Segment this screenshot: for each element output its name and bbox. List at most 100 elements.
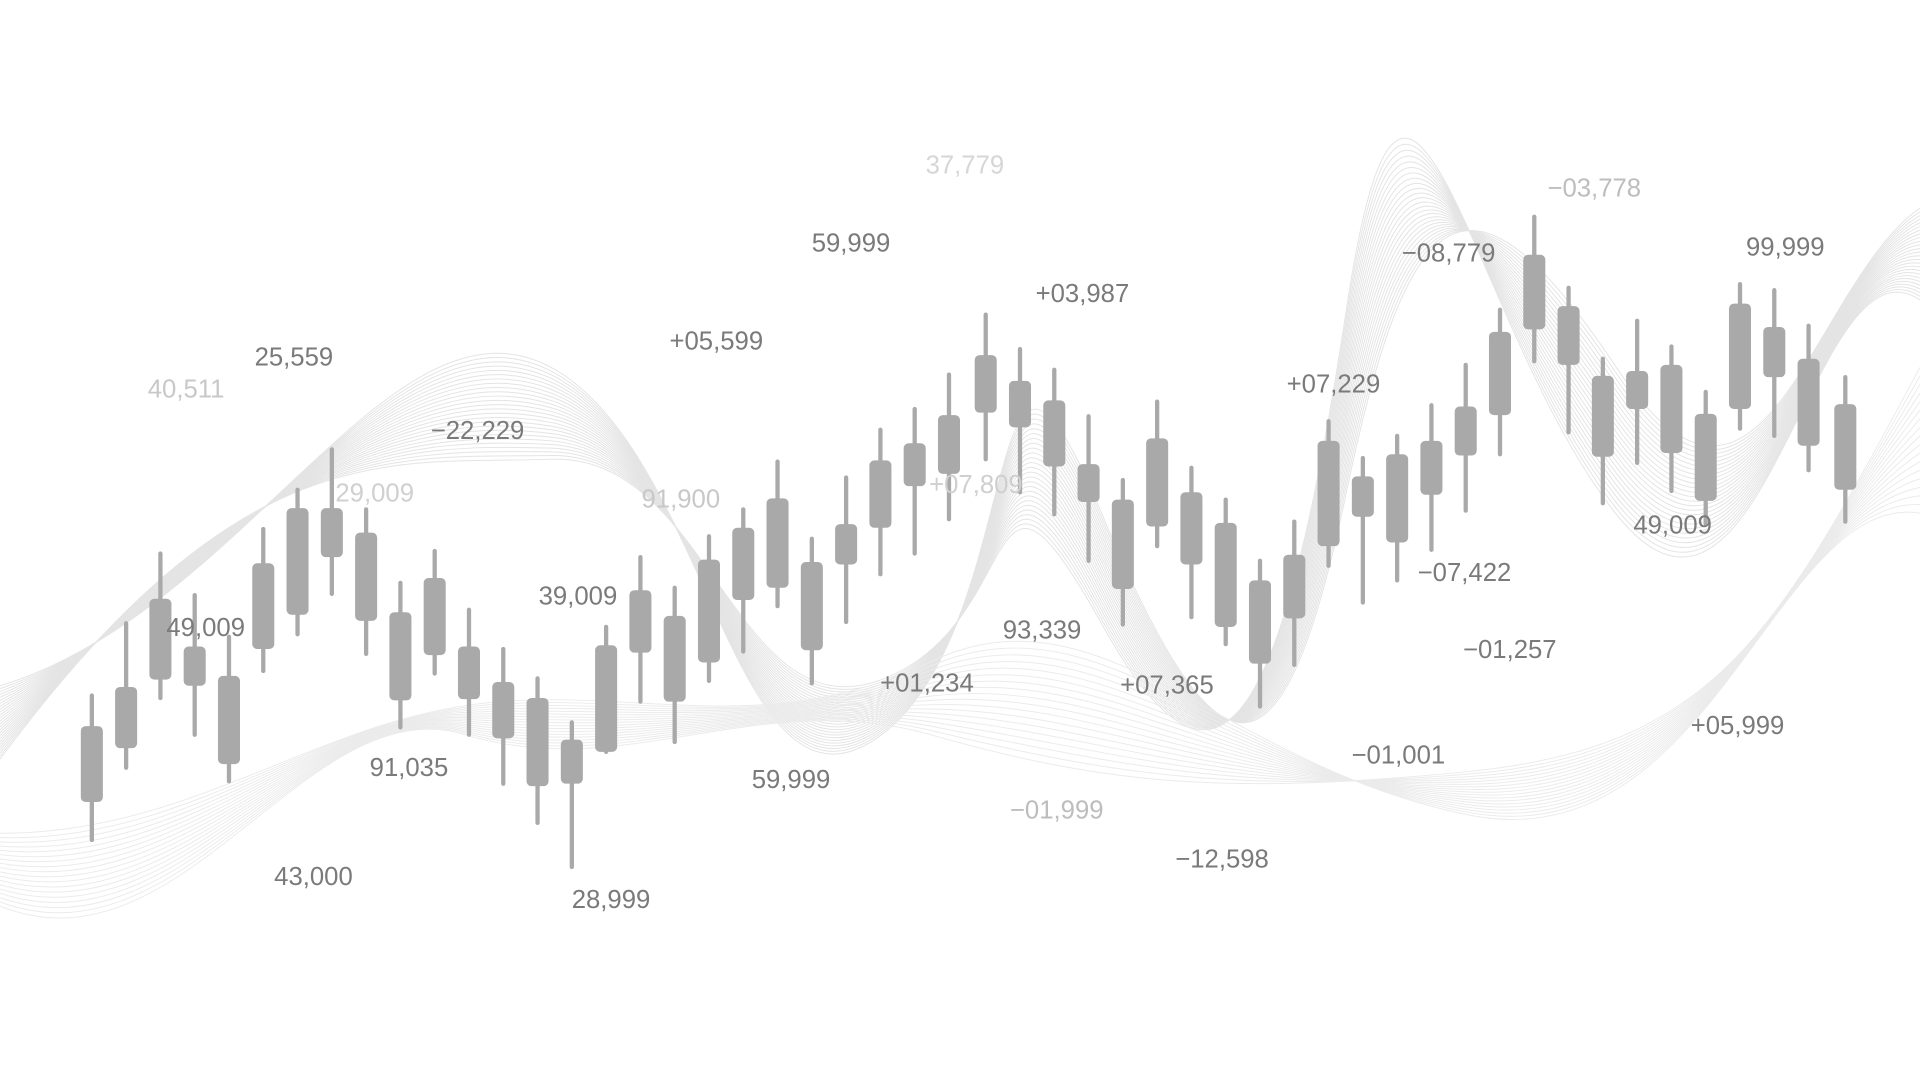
- candle-body: [974, 355, 997, 413]
- candle-body: [629, 590, 652, 653]
- wave-line: [0, 427, 1920, 883]
- candle-body: [1797, 358, 1820, 446]
- value-label: 91,900: [642, 486, 721, 514]
- wave-line: [0, 418, 1920, 888]
- candle-body: [526, 697, 549, 787]
- candle-body: [183, 646, 206, 686]
- wave-line: [0, 155, 1920, 751]
- wave-line: [0, 211, 1920, 752]
- candle-body: [595, 645, 618, 752]
- candle-body: [766, 498, 789, 588]
- wave-lines: [0, 137, 1920, 919]
- wave-line: [0, 435, 1920, 878]
- candle-body: [1728, 303, 1752, 409]
- candle-body: [80, 726, 103, 803]
- value-label: 29,009: [335, 479, 414, 507]
- value-label: 39,009: [539, 582, 618, 610]
- candle-body: [1834, 404, 1857, 490]
- wave-line: [0, 209, 1920, 725]
- value-label: 43,000: [274, 863, 353, 891]
- wave-line: [0, 375, 1920, 914]
- candle-body: [869, 460, 892, 528]
- candle-body: [286, 508, 309, 615]
- candle-body: [903, 443, 926, 487]
- candle-body: [1523, 254, 1546, 330]
- wave-line: [0, 392, 1920, 903]
- wave-line: [0, 221, 1920, 736]
- candle-body: [1626, 371, 1649, 409]
- candle-body: [320, 508, 343, 558]
- wave-line: [0, 201, 1920, 725]
- wave-line: [0, 495, 1920, 843]
- value-label: +05,999: [1691, 712, 1785, 740]
- candle-body: [1146, 438, 1169, 527]
- value-label: 93,339: [1003, 617, 1082, 645]
- candle-body: [1660, 364, 1683, 454]
- candle-body: [1488, 331, 1512, 416]
- value-label: −12,598: [1175, 846, 1269, 874]
- value-label: 40,511: [148, 375, 225, 403]
- candle-body: [1248, 580, 1272, 664]
- value-label: 49,009: [1633, 511, 1712, 539]
- candle-body: [1420, 440, 1443, 495]
- wave-line: [0, 207, 1920, 755]
- wave-line: [0, 177, 1920, 739]
- wave-line: [0, 213, 1920, 728]
- value-label: 59,999: [752, 766, 831, 794]
- wave-line: [0, 137, 1920, 760]
- candle-body: [560, 739, 583, 784]
- wave-line: [0, 197, 1920, 728]
- candle-body: [115, 686, 138, 749]
- candle-body: [1214, 522, 1237, 627]
- candle-body: [1111, 499, 1134, 589]
- candle-body: [1351, 476, 1374, 517]
- wave-line: [0, 143, 1920, 757]
- candle-body: [423, 577, 446, 656]
- value-label: −03,778: [1547, 175, 1641, 203]
- candle-body: [217, 675, 240, 765]
- candle-body: [663, 615, 686, 702]
- value-label: +07,229: [1287, 371, 1381, 399]
- wave-line: [0, 384, 1920, 909]
- value-label: +03,987: [1036, 280, 1130, 308]
- value-label: 91,035: [370, 754, 449, 782]
- value-label: 99,999: [1746, 233, 1825, 261]
- value-label: 25,559: [255, 344, 334, 372]
- value-label: +01,234: [880, 669, 974, 697]
- wave-line: [0, 219, 1920, 733]
- candle-body: [1694, 413, 1717, 501]
- candle-body: [389, 612, 412, 701]
- wave-line: [0, 216, 1920, 731]
- candlesticks: [80, 214, 1857, 870]
- candle-body: [149, 598, 172, 680]
- value-label: +07,809: [929, 471, 1023, 499]
- candle-body: [492, 682, 515, 739]
- value-label: 59,999: [812, 230, 891, 258]
- value-label: −01,257: [1463, 636, 1557, 664]
- wave-line: [0, 409, 1920, 893]
- value-label: −22,229: [431, 417, 525, 445]
- value-label: −07,422: [1418, 559, 1512, 587]
- wave-line: [0, 444, 1920, 873]
- wave-line: [0, 452, 1920, 868]
- candle-body: [457, 646, 480, 700]
- candle-body: [1077, 464, 1100, 503]
- candle-body: [1008, 380, 1032, 428]
- wave-line: [0, 503, 1920, 839]
- candle-body: [697, 559, 720, 663]
- wave-line: [0, 401, 1920, 898]
- value-label: 49,009: [166, 614, 245, 642]
- value-label: +05,599: [670, 328, 764, 356]
- candle-body: [1386, 454, 1409, 543]
- candle-body: [732, 527, 755, 600]
- candle-body: [937, 415, 960, 474]
- wave-line: [0, 469, 1920, 858]
- candle-body: [1454, 406, 1477, 456]
- wave-line: [0, 367, 1920, 919]
- value-label: −01,001: [1352, 742, 1446, 770]
- wave-line: [0, 224, 1920, 739]
- candle-body: [1043, 400, 1066, 467]
- candle-body: [800, 562, 823, 651]
